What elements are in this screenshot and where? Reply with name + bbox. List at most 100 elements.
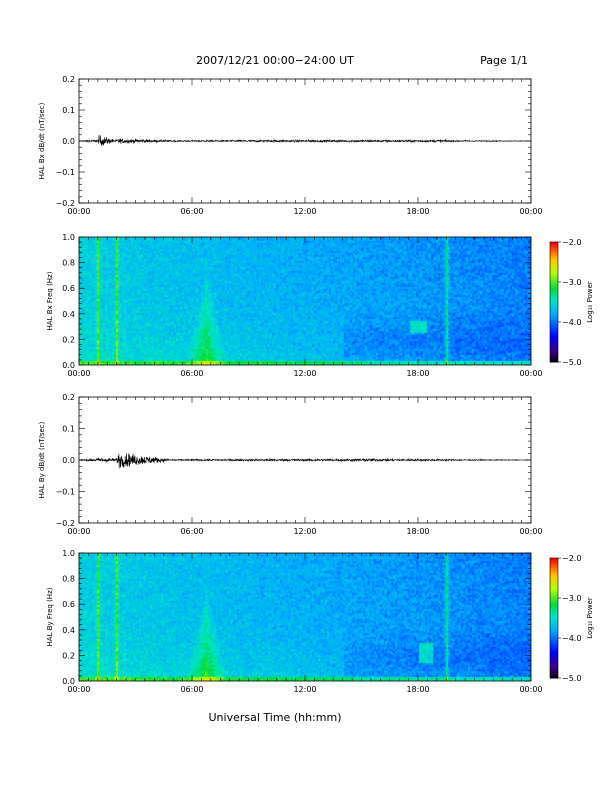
by-dbdt-x-tick-label: 00:00 — [67, 527, 90, 536]
bx-colorbar-tick-label: −5.0 — [562, 358, 581, 367]
by-dbdt-axes: 00:00 06:00 12:00 18:00 00:00 0.2 0.1 0.0 −0.1 −0… — [56, 393, 543, 536]
bx-colorbar-segment — [550, 246, 558, 249]
bx-colorbar-segment — [550, 354, 558, 357]
bx-trace-group — [78, 134, 532, 146]
by-dbdt-y-tick-label: −0.1 — [56, 488, 75, 497]
by-colorbar-segment — [550, 622, 558, 625]
by-spec-x-tick-label: 18:00 — [406, 685, 429, 694]
by-colorbar-segment — [550, 578, 558, 581]
by-colorbar-segment — [550, 604, 558, 607]
by-colorbar-segment — [550, 660, 558, 663]
bx-spec-x-tick-label: 12:00 — [293, 369, 316, 378]
bx-colorbar-segment — [550, 308, 558, 311]
bx-colorbar-segment — [550, 290, 558, 293]
bx-colorbar-segment — [550, 330, 558, 333]
bx-colorbar-tick-label: −4.0 — [562, 318, 581, 327]
by-dbdt-panel: 00:00 06:00 12:00 18:00 00:00 0.2 0.1 0.0 −0.1 −0… — [38, 393, 543, 536]
bx-colorbar-segment — [550, 258, 558, 261]
by-colorbar-segment — [550, 632, 558, 635]
by-dbdt-y-tick-label: 0.1 — [62, 425, 75, 434]
by-colorbar-tick-label: −2.0 — [562, 554, 581, 563]
by-spec-x-tick-label: 00:00 — [519, 685, 542, 694]
bx-dbdt-y-tick-label: 0.2 — [62, 75, 75, 84]
by-colorbar-segment — [550, 610, 558, 613]
by-colorbar-segment — [550, 580, 558, 583]
by-colorbar-segment — [550, 648, 558, 651]
by-colorbar: −2.0 −3.0 −4.0 −5.0 Log₁₀ Power — [549, 554, 594, 683]
bx-dbdt-y-tick-label: 0.1 — [62, 106, 75, 115]
bx-spec-y-tick-label: 0.4 — [62, 310, 75, 319]
by-colorbar-segment — [550, 590, 558, 593]
bx-dbdt-panel: 00:00 06:00 12:00 18:00 00:00 0.2 0.1 0.0 −0.1 −0… — [38, 75, 543, 216]
by-colorbar-segment — [550, 662, 558, 665]
by-colorbar-segment — [550, 642, 558, 645]
bx-colorbar-segment — [550, 288, 558, 291]
bx-colorbar-segment — [550, 278, 558, 281]
bx-colorbar-segment — [550, 322, 558, 325]
bx-colorbar-segment — [550, 298, 558, 301]
bx-colorbar-segment — [550, 286, 558, 289]
bx-colorbar-frame — [549, 241, 559, 363]
by-colorbar-segment — [550, 654, 558, 657]
by-dbdt-x-tick-label: 06:00 — [180, 527, 203, 536]
bx-spec-y-tick-label: 0.8 — [62, 259, 75, 268]
bx-colorbar-segment — [550, 270, 558, 273]
bx-colorbar-segment — [550, 306, 558, 309]
bx-colorbar-segment — [550, 338, 558, 341]
by-colorbar-segment — [550, 674, 558, 677]
by-colorbar-segment — [550, 666, 558, 669]
bx-colorbar-segment — [550, 244, 558, 247]
by-colorbar-segment — [550, 606, 558, 609]
bx-dbdt-y-tick-label: 0.0 — [62, 137, 75, 146]
by-colorbar-segment — [550, 568, 558, 571]
bx-colorbar-segment — [550, 340, 558, 343]
figure-title: 2007/12/21 00:00−24:00 UT — [196, 54, 354, 67]
bx-colorbar: −2.0 −3.0 −4.0 −5.0 Log₁₀ Power — [549, 238, 594, 367]
by-colorbar-segment — [550, 608, 558, 611]
bx-colorbar-segment — [550, 348, 558, 351]
by-colorbar-segment — [550, 652, 558, 655]
by-colorbar-segment — [550, 572, 558, 575]
bx-colorbar-segment — [550, 248, 558, 251]
page-indicator: Page 1/1 — [480, 54, 528, 67]
by-colorbar-segment — [550, 626, 558, 629]
by-colorbar-segment — [550, 616, 558, 619]
bx-colorbar-segment — [550, 256, 558, 259]
bx-colorbar-segment — [550, 264, 558, 267]
by-colorbar-segment — [550, 612, 558, 615]
bx-colorbar-segment — [550, 242, 558, 245]
by-spec-y-tick-label: 0.6 — [62, 600, 75, 609]
by-colorbar-segment — [550, 600, 558, 603]
by-spec-y-tick-label: 0.0 — [62, 677, 75, 686]
bx-dbdt-x-tick-label: 12:00 — [293, 207, 316, 216]
bx-dbdt-trace — [78, 134, 532, 146]
bx-spectrogram-panel: 00:00 06:00 12:00 18:00 00:00 1.0 0.8 0.6 0.4 0.2… — [46, 233, 594, 378]
bx-spec-y-tick-label: 0.2 — [62, 335, 75, 344]
by-colorbar-segment — [550, 636, 558, 639]
by-colorbar-segment — [550, 630, 558, 633]
by-colorbar-segment — [550, 574, 558, 577]
bx-spec-x-tick-label: 00:00 — [519, 369, 542, 378]
bx-colorbar-segment — [550, 296, 558, 299]
bx-colorbar-segment — [550, 344, 558, 347]
by-dbdt-y-tick-label: 0.2 — [62, 393, 75, 402]
by-colorbar-segment — [550, 672, 558, 675]
by-colorbar-segment — [550, 624, 558, 627]
by-colorbar-segment — [550, 670, 558, 673]
by-colorbar-segment — [550, 640, 558, 643]
by-colorbar-segment — [550, 584, 558, 587]
bx-colorbar-segment — [550, 342, 558, 345]
bx-colorbar-segment — [550, 300, 558, 303]
by-colorbar-segment — [550, 656, 558, 659]
by-colorbar-tick-label: −5.0 — [562, 674, 581, 683]
by-colorbar-segment — [550, 646, 558, 649]
bx-colorbar-segment — [550, 316, 558, 319]
by-colorbar-segment — [550, 576, 558, 579]
bx-colorbar-segment — [550, 266, 558, 269]
by-colorbar-label: Log₁₀ Power — [586, 597, 594, 639]
bx-colorbar-segment — [550, 312, 558, 315]
bx-colorbar-segment — [550, 328, 558, 331]
by-colorbar-segment — [550, 558, 558, 561]
bx-dbdt-axes: 00:00 06:00 12:00 18:00 00:00 0.2 0.1 0.0 −0.1 −0… — [56, 75, 543, 216]
bx-spectrogram-ylabel: HAL Bx Freq (Hz) — [46, 271, 54, 330]
